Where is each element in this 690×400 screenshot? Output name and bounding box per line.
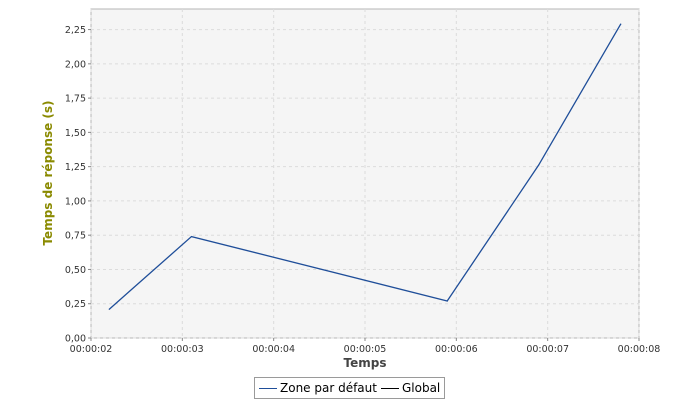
- axes: 0,00 0,25 0,50 0,75 1,00 1,25 1,50 1,75 2,00 2,25…: [65, 25, 660, 355]
- legend-swatch-global: [380, 387, 399, 389]
- series-lines: [108, 23, 622, 310]
- y-tick-label: 0,50: [65, 265, 86, 276]
- data-point: [446, 300, 448, 302]
- y-tick-label: 1,25: [65, 162, 86, 173]
- x-tick-label: 00:00:05: [344, 344, 387, 355]
- y-axis-title: Temps de réponse (s): [41, 100, 55, 245]
- x-tick-label: 00:00:07: [526, 344, 569, 355]
- y-tick-label: 1,50: [65, 128, 86, 139]
- data-point: [537, 164, 540, 166]
- y-tick-label: 2,25: [65, 25, 86, 36]
- x-tick-label: 00:00:06: [435, 344, 478, 355]
- legend-label-global: Global: [401, 381, 441, 395]
- y-tick-label: 2,00: [65, 59, 86, 70]
- legend-item-global: Global: [380, 381, 441, 395]
- y-tick-label: 0,00: [65, 334, 86, 345]
- data-point: [108, 308, 110, 310]
- y-tick-label: 0,75: [65, 231, 86, 242]
- legend-label-zone: Zone par défaut: [280, 381, 377, 395]
- x-tick-label: 00:00:04: [252, 344, 295, 355]
- x-tick-label: 00:00:03: [161, 344, 204, 355]
- x-axis-title: Temps: [344, 356, 387, 370]
- y-tick-label: 0,25: [65, 299, 86, 310]
- legend-item-zone: Zone par défaut: [259, 381, 377, 395]
- data-point: [620, 23, 622, 25]
- x-tick-label: 00:00:08: [618, 344, 661, 355]
- legend: Zone par défaut Global: [254, 377, 446, 399]
- y-tick-label: 1,00: [65, 196, 86, 207]
- data-point: [190, 235, 193, 238]
- x-tick-label: 00:00:02: [70, 344, 113, 355]
- y-tick-label: 1,75: [65, 94, 86, 105]
- legend-swatch-zone: [259, 387, 277, 389]
